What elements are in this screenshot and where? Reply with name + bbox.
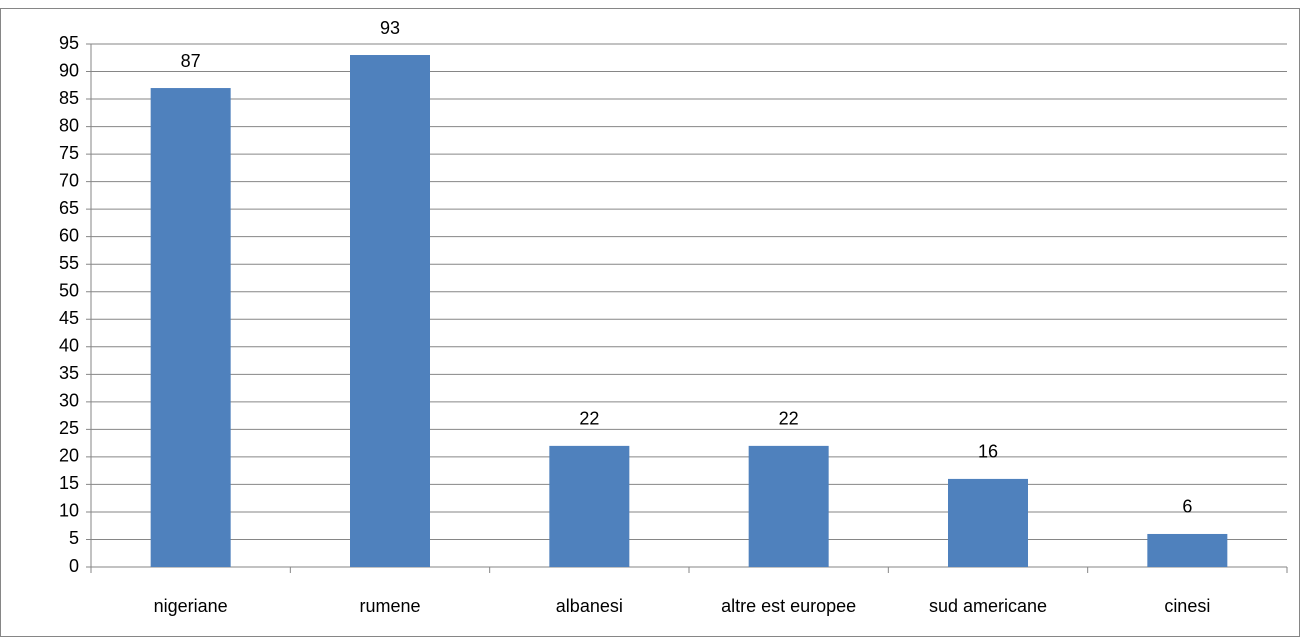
x-tick-label: albanesi	[556, 596, 623, 616]
bar	[948, 478, 1028, 567]
y-tick-label: 25	[59, 418, 79, 438]
y-tick-label: 15	[59, 473, 79, 493]
y-tick-label: 30	[59, 391, 79, 411]
y-tick-label: 45	[59, 308, 79, 328]
y-tick-label: 10	[59, 501, 79, 521]
data-label: 87	[181, 51, 201, 71]
data-label: 16	[978, 442, 998, 462]
data-label: 22	[779, 409, 799, 429]
x-tick-label: cinesi	[1164, 596, 1210, 616]
bar	[350, 55, 430, 567]
bar	[150, 88, 231, 567]
y-tick-label: 0	[69, 556, 79, 576]
bar	[1147, 533, 1228, 567]
y-tick-label: 35	[59, 363, 79, 383]
y-tick-label: 95	[59, 33, 79, 53]
y-tick-label: 65	[59, 198, 79, 218]
x-tick-label: nigeriane	[154, 596, 228, 616]
y-tick-label: 90	[59, 60, 79, 80]
x-tick-label: sud americane	[929, 596, 1047, 616]
data-label: 6	[1182, 497, 1192, 517]
x-tick-label: rumene	[359, 596, 420, 616]
y-tick-label: 50	[59, 280, 79, 300]
y-tick-label: 5	[69, 528, 79, 548]
data-label: 22	[579, 409, 599, 429]
y-tick-label: 85	[59, 88, 79, 108]
y-tick-label: 75	[59, 143, 79, 163]
bar	[748, 445, 829, 567]
y-tick-label: 55	[59, 253, 79, 273]
y-tick-label: 70	[59, 170, 79, 190]
y-tick-label: 20	[59, 446, 79, 466]
bar	[549, 445, 630, 567]
y-tick-label: 80	[59, 115, 79, 135]
y-tick-label: 60	[59, 225, 79, 245]
y-tick-label: 40	[59, 336, 79, 356]
data-label: 93	[380, 18, 400, 38]
x-tick-label: altre est europee	[721, 596, 856, 616]
